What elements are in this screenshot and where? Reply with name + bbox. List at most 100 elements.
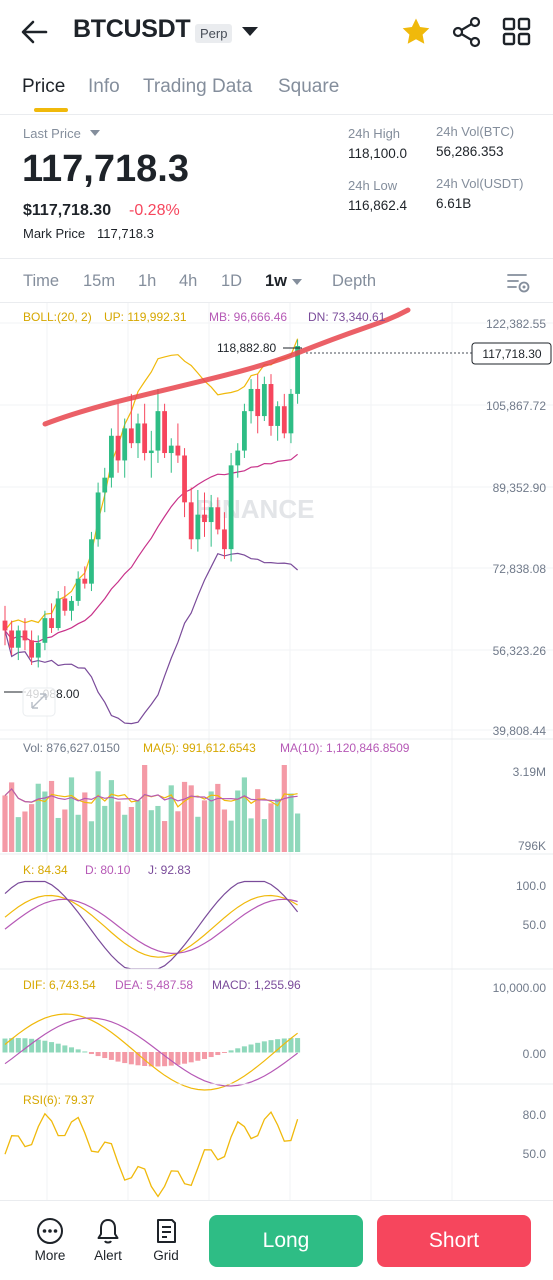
- candle-body: [195, 514, 201, 540]
- volume-bar: [148, 810, 154, 852]
- candle-body: [42, 618, 48, 643]
- interval-4h[interactable]: 4h: [179, 272, 198, 290]
- kdj-axis-label: 50.0: [523, 918, 547, 932]
- volume-bar: [142, 765, 148, 852]
- candle-body: [215, 507, 221, 530]
- volume-bar: [288, 793, 294, 852]
- candle-body: [188, 502, 194, 540]
- candle-body: [69, 600, 74, 611]
- vol-axis-label: 3.19M: [513, 765, 546, 779]
- vol-legend: Vol: 876,627.0150: [23, 741, 120, 755]
- macd-hist-bar: [295, 1038, 301, 1053]
- rsi6-line: [4, 1110, 299, 1198]
- candle-body: [288, 393, 294, 434]
- vol-ma10: MA(10): 1,120,846.8509: [280, 741, 410, 755]
- macd-hist-bar: [275, 1039, 281, 1053]
- last-price-label[interactable]: Last Price: [23, 126, 81, 141]
- boll-dn: DN: 73,340.61: [308, 310, 386, 324]
- candle-body: [268, 384, 274, 426]
- interval-depth[interactable]: Depth: [332, 272, 377, 290]
- macd-hist-bar: [55, 1043, 61, 1053]
- kdj-k: K: 84.34: [23, 863, 68, 877]
- share-icon[interactable]: [452, 16, 482, 48]
- volume-ma5-line: [4, 787, 298, 808]
- tab-trading-data[interactable]: Trading Data: [143, 76, 253, 97]
- macd-hist-bar: [188, 1052, 194, 1063]
- macd-hist-bar: [208, 1052, 214, 1058]
- candle-body: [261, 384, 267, 417]
- volume-bar: [248, 818, 254, 852]
- expand-chart-icon[interactable]: [22, 687, 56, 717]
- trendline-stroke: [42, 307, 411, 427]
- macd-hist-bar: [168, 1052, 174, 1066]
- volume-bar: [162, 821, 168, 852]
- candle-body: [162, 411, 167, 454]
- interval-1h[interactable]: 1h: [138, 272, 157, 290]
- volume-bar: [135, 800, 141, 852]
- macd-hist-bar: [15, 1038, 21, 1053]
- interval-1d[interactable]: 1D: [221, 272, 243, 290]
- candle-body: [49, 618, 54, 629]
- chart-settings-icon[interactable]: [505, 270, 531, 294]
- last-price-dropdown-icon[interactable]: [90, 130, 100, 136]
- volume-bar: [62, 809, 68, 852]
- bollinger-bands: [4, 338, 299, 725]
- volume-bar: [22, 811, 28, 852]
- volume-bar: [128, 806, 134, 852]
- tab-square[interactable]: Square: [278, 76, 340, 97]
- kdj-lines: [4, 880, 299, 970]
- volume-bar: [35, 783, 41, 852]
- grid-menu-icon[interactable]: [502, 17, 532, 47]
- symbol-title[interactable]: BTCUSDT: [73, 15, 191, 43]
- volume-bar: [29, 804, 35, 852]
- macd-hist-bar: [82, 1051, 88, 1053]
- candle-body: [89, 539, 94, 584]
- candle-body: [295, 345, 300, 394]
- volume-bar: [188, 785, 194, 852]
- tab-price[interactable]: Price: [22, 76, 66, 97]
- macd-hist-bar: [182, 1052, 188, 1064]
- kdj-d-line: [4, 898, 298, 955]
- more-button[interactable]: More: [25, 1217, 75, 1263]
- candle-body: [148, 450, 154, 454]
- back-arrow-icon[interactable]: [20, 18, 50, 46]
- volume-bar: [235, 790, 241, 852]
- high-value: 118,100.0: [348, 146, 408, 161]
- star-icon[interactable]: [400, 16, 432, 48]
- macd-dif: DIF: 6,743.54: [23, 978, 96, 992]
- volume-bar: [48, 780, 55, 852]
- symbol-dropdown-icon[interactable]: [242, 27, 258, 36]
- vol-usdt-value: 6.61B: [436, 196, 472, 211]
- macd-hist-bar: [9, 1038, 15, 1053]
- interval-1w[interactable]: 1w: [265, 272, 288, 290]
- interval-15m[interactable]: 15m: [83, 272, 116, 290]
- kline-chart[interactable]: BINANCE BOLL:(20, 2) UP: 119,992.31 MB: …: [0, 300, 553, 1200]
- macd-hist-bar: [115, 1052, 121, 1062]
- volume-bar: [275, 798, 281, 852]
- rsi-line: [4, 1110, 299, 1198]
- alert-button[interactable]: Alert: [83, 1217, 133, 1263]
- macd-hist-bar: [195, 1052, 201, 1061]
- candle-body: [15, 630, 21, 648]
- grid-button[interactable]: Grid: [141, 1217, 191, 1263]
- volume-bar: [208, 791, 214, 852]
- candle-body: [29, 640, 34, 658]
- price-axis-label: 105,867.72: [486, 399, 546, 413]
- short-button[interactable]: Short: [377, 1215, 531, 1267]
- interval-time[interactable]: Time: [23, 272, 60, 290]
- volume-bar: [155, 805, 161, 852]
- alert-label: Alert: [94, 1248, 122, 1263]
- volume-bar: [195, 816, 201, 852]
- long-button[interactable]: Long: [209, 1215, 363, 1267]
- macd-hist-bar: [102, 1052, 108, 1059]
- vol-usdt-label: 24h Vol(USDT): [436, 176, 524, 191]
- candle-body: [202, 514, 207, 523]
- macd-hist-bar: [69, 1047, 74, 1053]
- volume-bar: [221, 809, 228, 852]
- tab-info[interactable]: Info: [88, 76, 120, 97]
- interval-dropdown-icon[interactable]: [292, 279, 302, 285]
- macd-hist-bar: [175, 1052, 181, 1065]
- macd-hist-bar: [155, 1052, 161, 1067]
- candle-body: [2, 620, 8, 631]
- bell-icon: [97, 1219, 119, 1244]
